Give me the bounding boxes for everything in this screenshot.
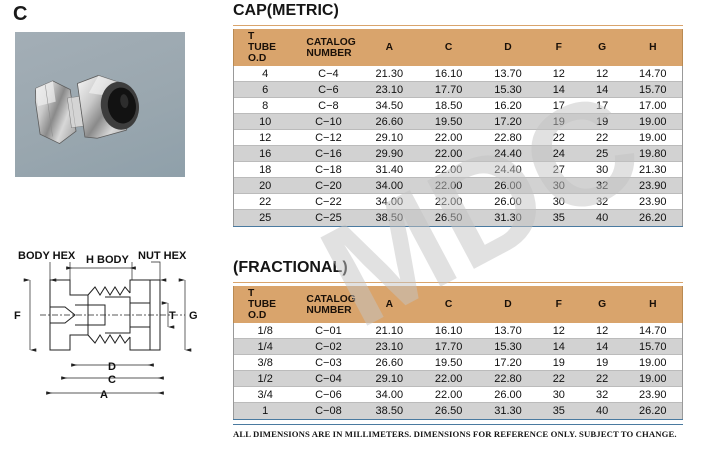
svg-text:NUT HEX: NUT HEX <box>138 250 187 262</box>
svg-text:A: A <box>100 389 108 401</box>
svg-text:F: F <box>14 310 21 322</box>
svg-text:D: D <box>108 361 116 373</box>
svg-text:G: G <box>189 310 198 322</box>
svg-text:C: C <box>108 374 116 386</box>
svg-text:BODY HEX: BODY HEX <box>18 250 76 262</box>
svg-text:H BODY: H BODY <box>86 254 129 266</box>
svg-text:T: T <box>169 310 176 322</box>
